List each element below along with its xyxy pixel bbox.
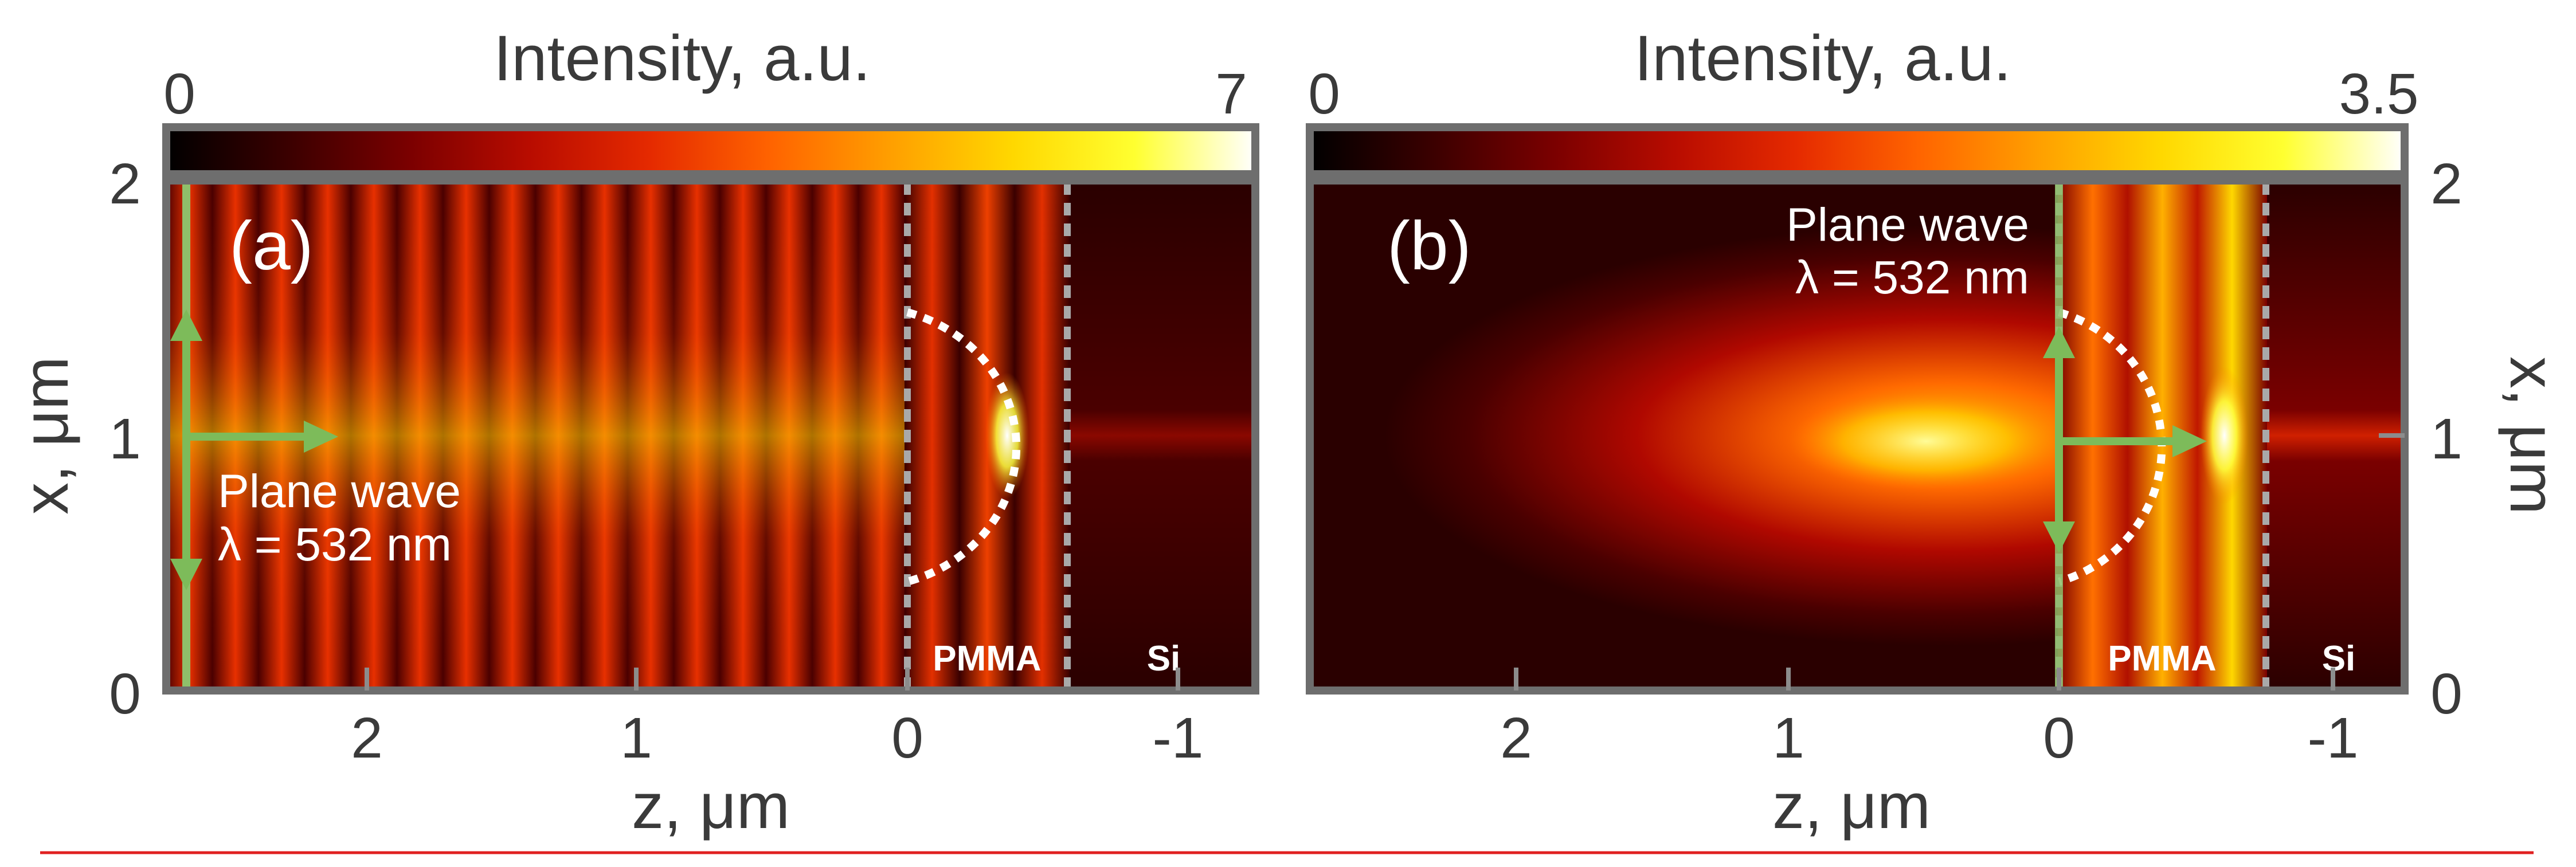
lens-outline bbox=[906, 308, 1020, 586]
x-axis-label: z, μm bbox=[632, 770, 790, 842]
focus-spot bbox=[985, 372, 1029, 499]
polarization-arrow-up-icon bbox=[170, 309, 202, 341]
y-tick-label: 0 bbox=[2430, 662, 2463, 726]
panel-label: (b) bbox=[1387, 207, 1471, 284]
x-tick-label: 1 bbox=[620, 706, 652, 770]
y-tick-label: 0 bbox=[109, 662, 141, 726]
panel-label: (a) bbox=[229, 207, 314, 284]
heatmap-beam-hotspot bbox=[1788, 393, 2064, 490]
y-axis-label: x, μm bbox=[2497, 356, 2569, 515]
polarization-arrow-down-icon bbox=[170, 559, 202, 590]
annotation-line-2: λ = 532 nm bbox=[1795, 252, 2029, 304]
polarization-arrow-up-icon bbox=[2043, 327, 2075, 358]
propagation-arrow-icon bbox=[2172, 425, 2207, 457]
colorbar-min-label: 0 bbox=[1308, 62, 1340, 126]
polarization-arrow-down-icon bbox=[2043, 521, 2075, 553]
y-tick-label: 2 bbox=[109, 152, 141, 216]
heatmap-area bbox=[1310, 181, 2405, 691]
panel-b: Intensity, a.u. 0 3.5 (b) Plane wave λ =… bbox=[1306, 22, 2569, 842]
lens-outline bbox=[2058, 308, 2166, 586]
y-axis-label: x, μm bbox=[10, 356, 81, 515]
colorbar-label: Intensity, a.u. bbox=[494, 22, 871, 94]
colorbar-max-label: 7 bbox=[1215, 62, 1247, 126]
region-label-pmma: PMMA bbox=[2108, 639, 2216, 678]
region-label-pmma: PMMA bbox=[933, 639, 1041, 678]
x-tick-label: -1 bbox=[2308, 706, 2359, 770]
colorbar-min-label: 0 bbox=[163, 62, 195, 126]
x-tick-marks bbox=[1514, 668, 2335, 691]
propagation-arrow-icon bbox=[304, 421, 338, 453]
region-label-si: Si bbox=[2322, 639, 2356, 678]
heatmap-area bbox=[166, 181, 1255, 691]
region-label-si: Si bbox=[1147, 639, 1181, 678]
plot-frame bbox=[162, 176, 1259, 695]
colorbar-label: Intensity, a.u. bbox=[1634, 22, 2011, 94]
x-axis-label: z, μm bbox=[1772, 770, 1931, 842]
colorbar bbox=[1306, 123, 2409, 178]
x-tick-label: 2 bbox=[351, 706, 383, 770]
annotation-line-1: Plane wave bbox=[1786, 199, 2029, 251]
focus-spot bbox=[2200, 367, 2249, 504]
annotation-line-2: λ = 532 nm bbox=[218, 519, 452, 571]
x-tick-label: -1 bbox=[1153, 706, 1204, 770]
x-tick-label: 2 bbox=[1500, 706, 1532, 770]
heatmap-si-field bbox=[1070, 181, 1255, 691]
colorbar-max-label: 3.5 bbox=[2339, 62, 2418, 126]
x-tick-label: 1 bbox=[1772, 706, 1804, 770]
y-tick-label: 1 bbox=[2430, 407, 2463, 471]
annotation-line-1: Plane wave bbox=[218, 465, 461, 517]
y-tick-label: 2 bbox=[2430, 152, 2463, 216]
colorbar bbox=[162, 123, 1259, 178]
x-tick-marks bbox=[365, 668, 1180, 691]
x-tick-label: 0 bbox=[2043, 706, 2075, 770]
x-tick-label: 0 bbox=[891, 706, 923, 770]
y-tick-label: 1 bbox=[109, 407, 141, 471]
panel-a: Intensity, a.u. 0 7 (a) Plane wave λ = 5… bbox=[10, 22, 1259, 842]
